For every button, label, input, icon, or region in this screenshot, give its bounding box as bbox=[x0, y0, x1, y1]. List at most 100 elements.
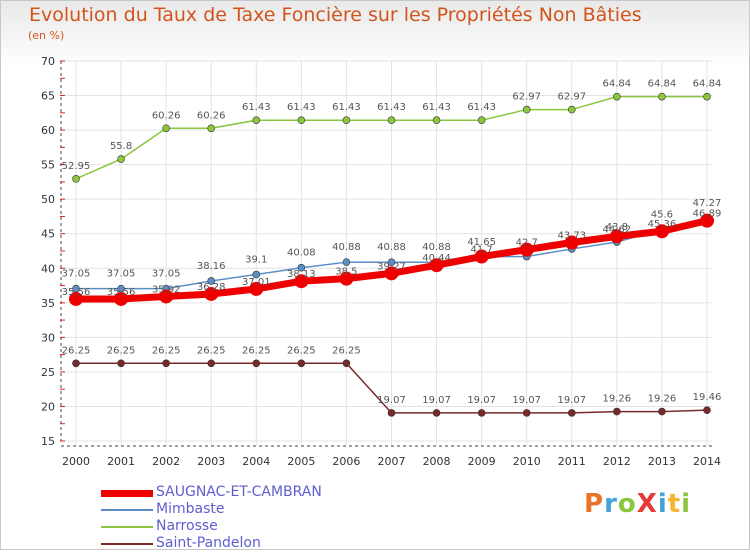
x-tick-label: 2012 bbox=[603, 455, 631, 468]
data-label-narrosse: 62.97 bbox=[557, 92, 586, 103]
data-label-saint-pandelon: 19.46 bbox=[693, 392, 722, 403]
y-tick-label: 60 bbox=[41, 124, 55, 137]
data-point-saint-pandelon bbox=[432, 409, 441, 417]
x-tick-label: 2009 bbox=[468, 455, 496, 468]
data-label-saugnac-et-cambran: 35.92 bbox=[152, 284, 181, 295]
data-label-mimbaste: 39.1 bbox=[245, 254, 267, 265]
data-point-saint-pandelon bbox=[613, 407, 621, 416]
data-label-narrosse: 61.43 bbox=[242, 102, 271, 113]
chart-title: Evolution du Taux de Taxe Foncière sur l… bbox=[29, 4, 642, 26]
x-tick-label: 2010 bbox=[513, 455, 541, 468]
legend-label-narrosse: Narrosse bbox=[156, 518, 218, 534]
data-label-narrosse: 64.84 bbox=[603, 79, 632, 90]
data-label-mimbaste: 40.88 bbox=[332, 242, 361, 253]
data-label-narrosse: 62.97 bbox=[512, 92, 541, 103]
data-label-mimbaste: 40.08 bbox=[287, 248, 316, 259]
data-label-mimbaste: 43.8 bbox=[606, 222, 628, 233]
y-tick-label: 40 bbox=[41, 262, 55, 275]
x-tick-label: 2002 bbox=[152, 455, 180, 468]
data-point-saint-pandelon bbox=[522, 409, 531, 417]
data-point-mimbaste bbox=[342, 258, 351, 266]
data-point-saint-pandelon bbox=[342, 359, 351, 368]
data-label-saugnac-et-cambran: 42.7 bbox=[516, 238, 538, 249]
data-label-saint-pandelon: 26.25 bbox=[242, 345, 271, 356]
data-point-saugnac-et-cambran bbox=[384, 266, 399, 281]
data-label-saugnac-et-cambran: 45.36 bbox=[648, 219, 677, 230]
data-label-saugnac-et-cambran: 40.44 bbox=[422, 253, 451, 264]
x-tick-label: 2001 bbox=[107, 455, 135, 468]
data-label-narrosse: 61.43 bbox=[377, 102, 406, 113]
legend-swatch-saugnac bbox=[101, 490, 153, 497]
data-label-mimbaste: 41.65 bbox=[467, 237, 496, 248]
data-label-saint-pandelon: 19.07 bbox=[557, 395, 586, 406]
data-label-mimbaste: 37.05 bbox=[62, 269, 91, 280]
data-point-narrosse bbox=[522, 105, 531, 114]
x-tick-label: 2006 bbox=[332, 455, 360, 468]
data-point-narrosse bbox=[252, 116, 261, 125]
x-tick-label: 2005 bbox=[287, 455, 315, 468]
x-tick-label: 2011 bbox=[558, 455, 586, 468]
data-point-saint-pandelon bbox=[477, 409, 486, 417]
data-label-saugnac-et-cambran: 35.56 bbox=[107, 287, 136, 298]
data-point-narrosse bbox=[207, 124, 216, 133]
data-point-saugnac-et-cambran bbox=[429, 258, 444, 273]
data-label-narrosse: 61.43 bbox=[422, 102, 451, 113]
data-label-mimbaste: 47.27 bbox=[693, 198, 722, 209]
data-point-narrosse bbox=[72, 175, 80, 183]
data-point-saint-pandelon bbox=[567, 409, 576, 417]
data-label-saint-pandelon: 26.25 bbox=[107, 345, 136, 356]
data-point-saint-pandelon bbox=[72, 359, 80, 368]
y-tick-label: 30 bbox=[41, 331, 55, 344]
data-point-saugnac-et-cambran bbox=[564, 235, 579, 250]
data-point-saint-pandelon bbox=[117, 359, 125, 368]
data-label-narrosse: 60.26 bbox=[152, 110, 181, 121]
data-label-narrosse: 64.84 bbox=[648, 79, 677, 90]
data-point-saugnac-et-cambran bbox=[69, 291, 83, 306]
data-label-saugnac-et-cambran: 38.5 bbox=[335, 267, 357, 278]
x-tick-label: 2014 bbox=[693, 455, 721, 468]
data-point-saugnac-et-cambran bbox=[654, 224, 669, 239]
data-point-saint-pandelon bbox=[703, 406, 711, 414]
data-point-saint-pandelon bbox=[297, 359, 306, 368]
data-point-saugnac-et-cambran bbox=[609, 229, 624, 244]
legend-swatch-narrosse bbox=[101, 526, 153, 528]
y-tick-label: 15 bbox=[41, 435, 55, 448]
data-point-narrosse bbox=[658, 92, 666, 101]
data-label-saugnac-et-cambran: 46.89 bbox=[693, 209, 722, 220]
data-point-narrosse bbox=[432, 116, 441, 125]
data-point-mimbaste bbox=[297, 263, 306, 272]
data-point-narrosse bbox=[477, 116, 486, 125]
data-label-saint-pandelon: 26.25 bbox=[197, 345, 226, 356]
data-label-saint-pandelon: 19.07 bbox=[422, 395, 451, 406]
data-point-saint-pandelon bbox=[162, 359, 170, 368]
data-label-mimbaste: 37.05 bbox=[152, 269, 181, 280]
x-tick-label: 2004 bbox=[242, 455, 270, 468]
data-point-saint-pandelon bbox=[252, 359, 261, 368]
data-label-narrosse: 61.43 bbox=[467, 102, 496, 113]
data-point-saint-pandelon bbox=[207, 359, 216, 368]
data-point-narrosse bbox=[567, 105, 576, 114]
data-point-saugnac-et-cambran bbox=[294, 274, 309, 289]
data-label-mimbaste: 37.05 bbox=[107, 269, 136, 280]
data-label-narrosse: 61.43 bbox=[287, 102, 316, 113]
legend-label-saint-pandelon: Saint-Pandelon bbox=[156, 535, 261, 551]
data-point-narrosse bbox=[342, 116, 351, 125]
data-point-saugnac-et-cambran bbox=[519, 242, 534, 257]
data-label-mimbaste: 38.16 bbox=[197, 261, 226, 272]
x-tick-label: 2007 bbox=[378, 455, 406, 468]
data-label-saugnac-et-cambran: 38.13 bbox=[287, 269, 316, 280]
data-label-saugnac-et-cambran: 41.7 bbox=[471, 245, 493, 256]
data-label-saugnac-et-cambran: 37.01 bbox=[242, 277, 271, 288]
data-point-saugnac-et-cambran bbox=[700, 213, 714, 228]
y-tick-label: 25 bbox=[41, 366, 55, 379]
y-tick-label: 55 bbox=[41, 159, 55, 172]
proxiti-logo: ProXiti bbox=[584, 489, 692, 519]
data-point-narrosse bbox=[162, 124, 170, 133]
data-point-mimbaste bbox=[207, 277, 216, 285]
data-point-narrosse bbox=[613, 92, 621, 101]
legend-label-mimbaste: Mimbaste bbox=[156, 501, 225, 517]
x-tick-label: 2013 bbox=[648, 455, 676, 468]
data-point-saint-pandelon bbox=[658, 407, 666, 416]
